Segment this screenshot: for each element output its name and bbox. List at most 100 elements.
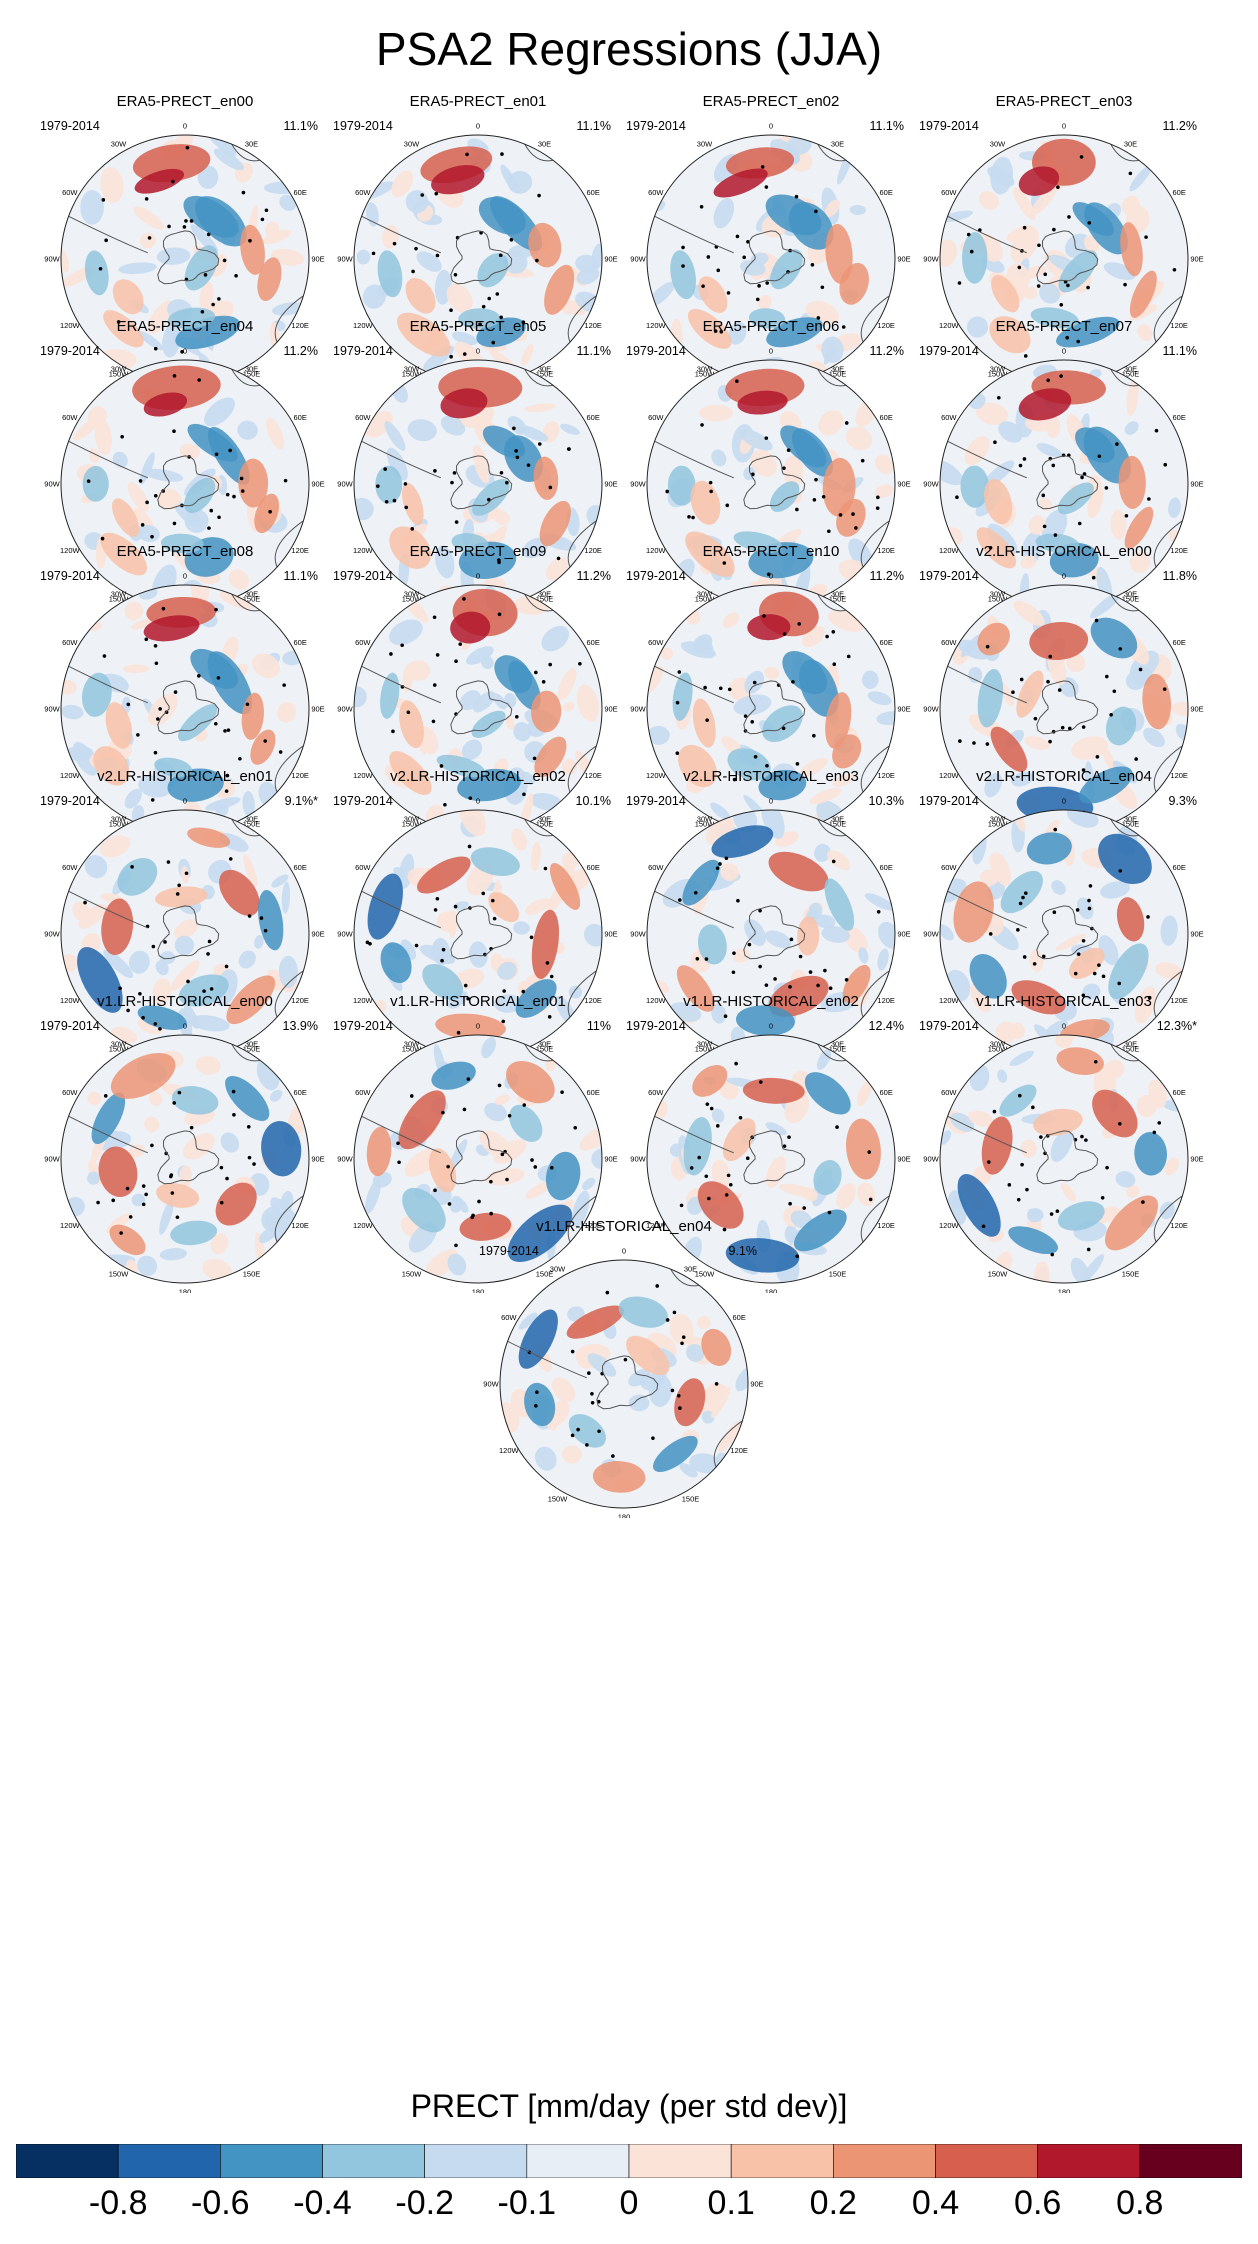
significance-dot [1016,928,1020,932]
anomaly-patch [534,1446,557,1471]
significance-dot [466,996,471,1001]
longitude-label: 0 [183,347,187,356]
anomaly-patch [447,1253,467,1276]
regression-anomaly [1129,270,1157,318]
significance-dot [757,284,761,288]
significance-dot [802,1206,807,1210]
map-border [939,1034,1189,1284]
significance-dot [1057,688,1062,692]
significance-dot [462,352,467,356]
regression-anomaly [976,527,1017,569]
longitude-label: 120W [499,1446,520,1455]
longitude-label: 0 [476,1022,480,1031]
significance-dot [747,942,752,947]
antarctica-coastline [743,1130,806,1185]
regression-anomaly [981,1116,1013,1175]
significance-dot [735,234,740,239]
anomaly-patch [133,206,165,230]
longitude-label: 150E [1122,820,1140,829]
significance-dot [248,238,252,243]
regression-anomaly [544,264,575,315]
regression-anomaly [825,223,853,284]
anomaly-patch [407,419,437,442]
regression-anomaly [171,1086,219,1115]
significance-dot [867,1150,872,1154]
longitude-label: 120E [291,771,309,780]
anomaly-patch [583,923,602,947]
colorbar-tick-label: -0.2 [395,2184,454,2222]
antarctica-coastline [157,1130,220,1185]
anomaly-patch [87,405,107,428]
longitude-label: 90E [897,930,910,939]
regression-anomaly [984,478,1013,525]
significance-dot [738,1115,743,1120]
significance-dot [576,1427,580,1432]
regression-anomaly [405,277,436,314]
longitude-label: 30W [990,814,1006,823]
significance-dot [433,908,438,912]
anomaly-patch [720,863,740,882]
longitude-label: 30W [990,139,1006,148]
longitude-label: 90W [630,1155,646,1164]
anomaly-patch [728,322,747,345]
panel-period: 1979-2014 [333,1019,393,1033]
anomaly-patch [529,792,563,811]
regression-anomaly [742,1077,805,1104]
regression-anomaly [375,465,403,504]
anomaly-patch [1126,378,1139,416]
significance-dot [1048,654,1053,659]
significance-dot [823,968,827,973]
significance-dot [141,1184,146,1188]
longitude-label: 90W [337,480,353,489]
regression-anomaly [402,1187,446,1233]
longitude-label: 90E [604,1155,617,1164]
anomaly-patch [836,1183,856,1210]
significance-dot [433,469,437,473]
longitude-label: 30W [404,139,420,148]
colorbar-swatch [322,2144,425,2178]
longitude-label: 0 [183,1022,187,1031]
significance-dot [704,957,709,961]
regression-anomaly [154,757,193,778]
map-panel: ERA5-PRECT_en05 1979-2014 11.1% 0 30E 60E 90E 1… [333,318,623,618]
significance-dot [163,940,167,944]
anomaly-patch [1168,497,1181,518]
regression-anomaly [143,615,200,642]
anomaly-patch [1028,515,1046,535]
longitude-label: 120E [877,321,895,330]
significance-dot [521,989,526,994]
significance-dot [263,928,268,933]
significance-dot [509,237,514,242]
significance-dot [1115,442,1119,446]
significance-dot [958,739,962,743]
longitude-label: 60W [648,413,664,422]
significance-dot [680,1341,684,1346]
regression-anomaly [458,308,501,329]
anomaly-patch [511,828,527,851]
regression-anomaly [711,825,774,858]
coastline [945,890,1027,929]
anomaly-patch [465,646,494,665]
significance-dot [214,452,219,457]
anomaly-patch [660,647,674,660]
anomaly-patch [453,901,469,910]
anomaly-patch [452,331,478,346]
significance-dot [1067,215,1071,219]
significance-dot [141,1202,146,1207]
significance-dot [240,489,245,493]
anomaly-patch [815,914,836,929]
longitude-label: 90W [630,930,646,939]
anomaly-patch [695,638,714,655]
anomaly-patch [152,978,172,1005]
antarctica-coastline [596,1355,659,1410]
anomaly-patch [530,841,541,872]
map-panel: v1.LR-HISTORICAL_en04 1979-2014 9.1% 0 30E 60… [479,1218,769,1518]
anomaly-patch [174,918,199,940]
anomaly-patch [856,1080,872,1107]
colorbar-tick-label: 0.1 [707,2184,755,2222]
regression-anomaly [697,1181,744,1229]
significance-dot [988,545,993,550]
significance-dot [1076,339,1080,344]
significance-dot [1104,486,1109,490]
